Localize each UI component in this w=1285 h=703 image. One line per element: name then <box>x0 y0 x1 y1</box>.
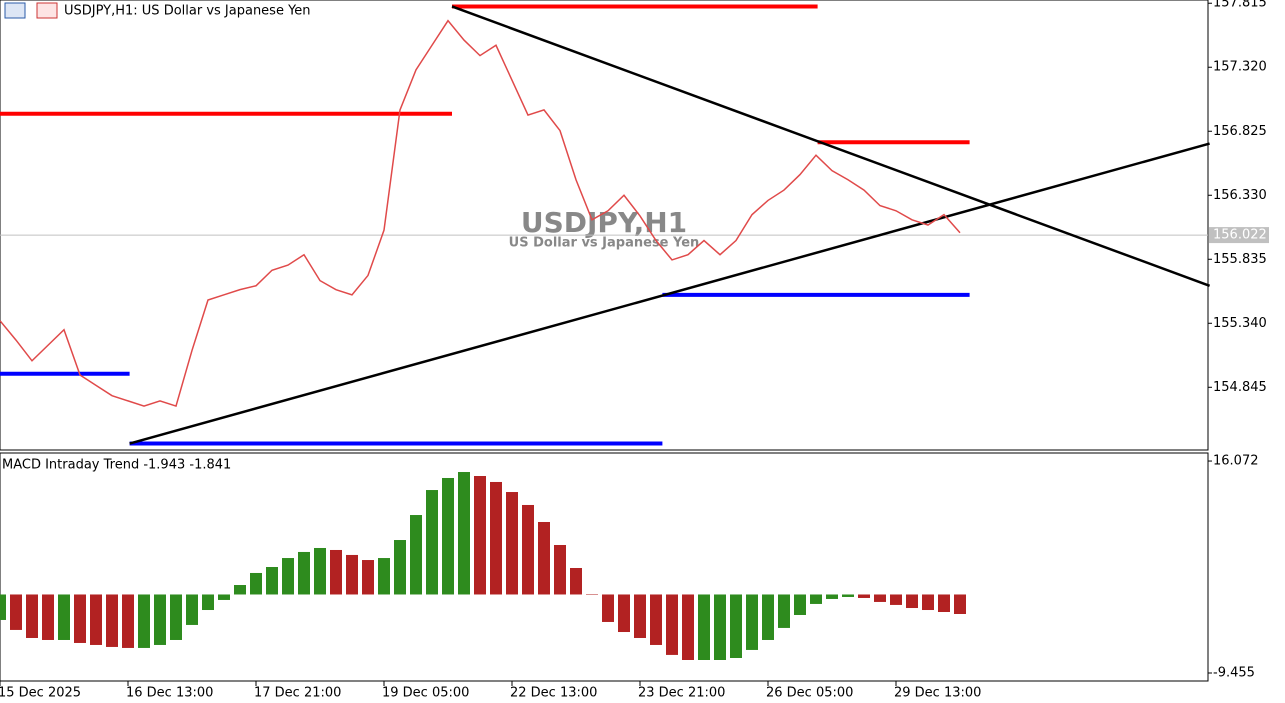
macd-bar <box>362 560 374 595</box>
macd-bar <box>346 554 358 595</box>
macd-bar <box>474 475 486 595</box>
menu-icon[interactable] <box>4 2 26 19</box>
macd-bar <box>138 594 150 648</box>
macd-bar <box>106 594 118 647</box>
macd-bar <box>330 549 342 595</box>
y-tick-label: 155.340 <box>1213 316 1267 331</box>
y-tick-label: 156.825 <box>1213 124 1267 139</box>
main-pane <box>0 0 1209 451</box>
indicator-tick-label: 16.072 <box>1213 454 1259 469</box>
macd-bar <box>634 594 646 638</box>
indicator-pane <box>0 452 1209 682</box>
x-tick-label: 15 Dec 2025 <box>0 686 81 701</box>
macd-bar <box>58 594 70 640</box>
y-tick-label: 154.845 <box>1213 380 1267 395</box>
macd-bar <box>746 594 758 650</box>
macd-bar <box>122 594 134 648</box>
macd-bar <box>570 567 582 595</box>
macd-bar <box>266 567 278 595</box>
x-tick-label: 19 Dec 05:00 <box>382 686 469 701</box>
macd-bar <box>90 594 102 645</box>
macd-bar <box>458 472 470 595</box>
price-line <box>0 19 961 407</box>
x-tick-label: 23 Dec 21:00 <box>638 686 725 701</box>
y-tick-label: 156.330 <box>1213 188 1267 203</box>
macd-bar <box>506 492 518 595</box>
macd-bar <box>906 594 918 609</box>
macd-bar <box>538 521 550 595</box>
macd-bar <box>666 594 678 655</box>
macd-bar <box>314 547 326 595</box>
x-tick-label: 22 Dec 13:00 <box>510 686 597 701</box>
macd-bar <box>26 594 38 638</box>
macd-bar <box>234 585 246 595</box>
macd-bar <box>826 594 838 599</box>
x-tick-label: 17 Dec 21:00 <box>254 686 341 701</box>
macd-bar <box>202 594 214 611</box>
macd-bar <box>762 594 774 640</box>
macd-bar <box>554 544 566 595</box>
macd-bar <box>0 594 6 620</box>
y-tick-label: 155.835 <box>1213 252 1267 267</box>
macd-bar <box>602 594 614 622</box>
macd-bar <box>778 594 790 628</box>
macd-bar <box>938 594 950 613</box>
macd-bar <box>794 594 806 615</box>
macd-bar <box>186 594 198 625</box>
macd-bar <box>42 594 54 640</box>
trend-line <box>451 5 1211 287</box>
macd-bar <box>282 558 294 595</box>
macd-bar <box>858 594 870 598</box>
macd-bar <box>250 572 262 595</box>
macd-bar <box>522 504 534 595</box>
macd-bar <box>74 594 86 643</box>
x-tick-label: 26 Dec 05:00 <box>766 686 853 701</box>
indicator-tick-label: -9.455 <box>1213 665 1255 680</box>
macd-bar <box>954 594 966 614</box>
macd-bar <box>218 594 230 600</box>
macd-bar <box>890 594 902 605</box>
macd-bar <box>426 490 438 595</box>
toolbar-icons[interactable] <box>4 2 58 19</box>
macd-bar <box>378 558 390 595</box>
macd-bar <box>698 594 710 660</box>
macd-bar <box>170 594 182 640</box>
current-price-box <box>1209 227 1269 244</box>
macd-bar <box>10 594 22 630</box>
macd-bar <box>842 594 854 597</box>
macd-bar <box>810 594 822 604</box>
macd-bar <box>490 481 502 595</box>
y-tick-label: 157.815 <box>1213 0 1267 11</box>
chart-icon[interactable] <box>36 2 58 19</box>
x-tick-label: 29 Dec 13:00 <box>894 686 981 701</box>
macd-bar <box>922 594 934 611</box>
macd-bar <box>730 594 742 659</box>
x-tick-label: 16 Dec 13:00 <box>126 686 213 701</box>
macd-bar <box>394 540 406 595</box>
macd-bar <box>650 594 662 645</box>
indicator-title: MACD Intraday Trend -1.943 -1.841 <box>2 458 231 473</box>
macd-bar <box>618 594 630 633</box>
trend-line <box>129 142 1210 445</box>
macd-bar <box>714 594 726 660</box>
macd-bar <box>442 477 454 595</box>
watermark-subtitle: US Dollar vs Japanese Yen <box>509 236 700 251</box>
macd-bar <box>154 594 166 645</box>
macd-bar <box>410 515 422 595</box>
y-tick-label: 157.320 <box>1213 60 1267 75</box>
macd-bar <box>682 594 694 660</box>
macd-bar <box>874 594 886 602</box>
macd-bar <box>298 551 310 595</box>
current-price-label: 156.022 <box>1213 228 1267 243</box>
chart-title: USDJPY,H1: US Dollar vs Japanese Yen <box>64 4 311 19</box>
watermark: USDJPY,H1 <box>521 206 687 239</box>
